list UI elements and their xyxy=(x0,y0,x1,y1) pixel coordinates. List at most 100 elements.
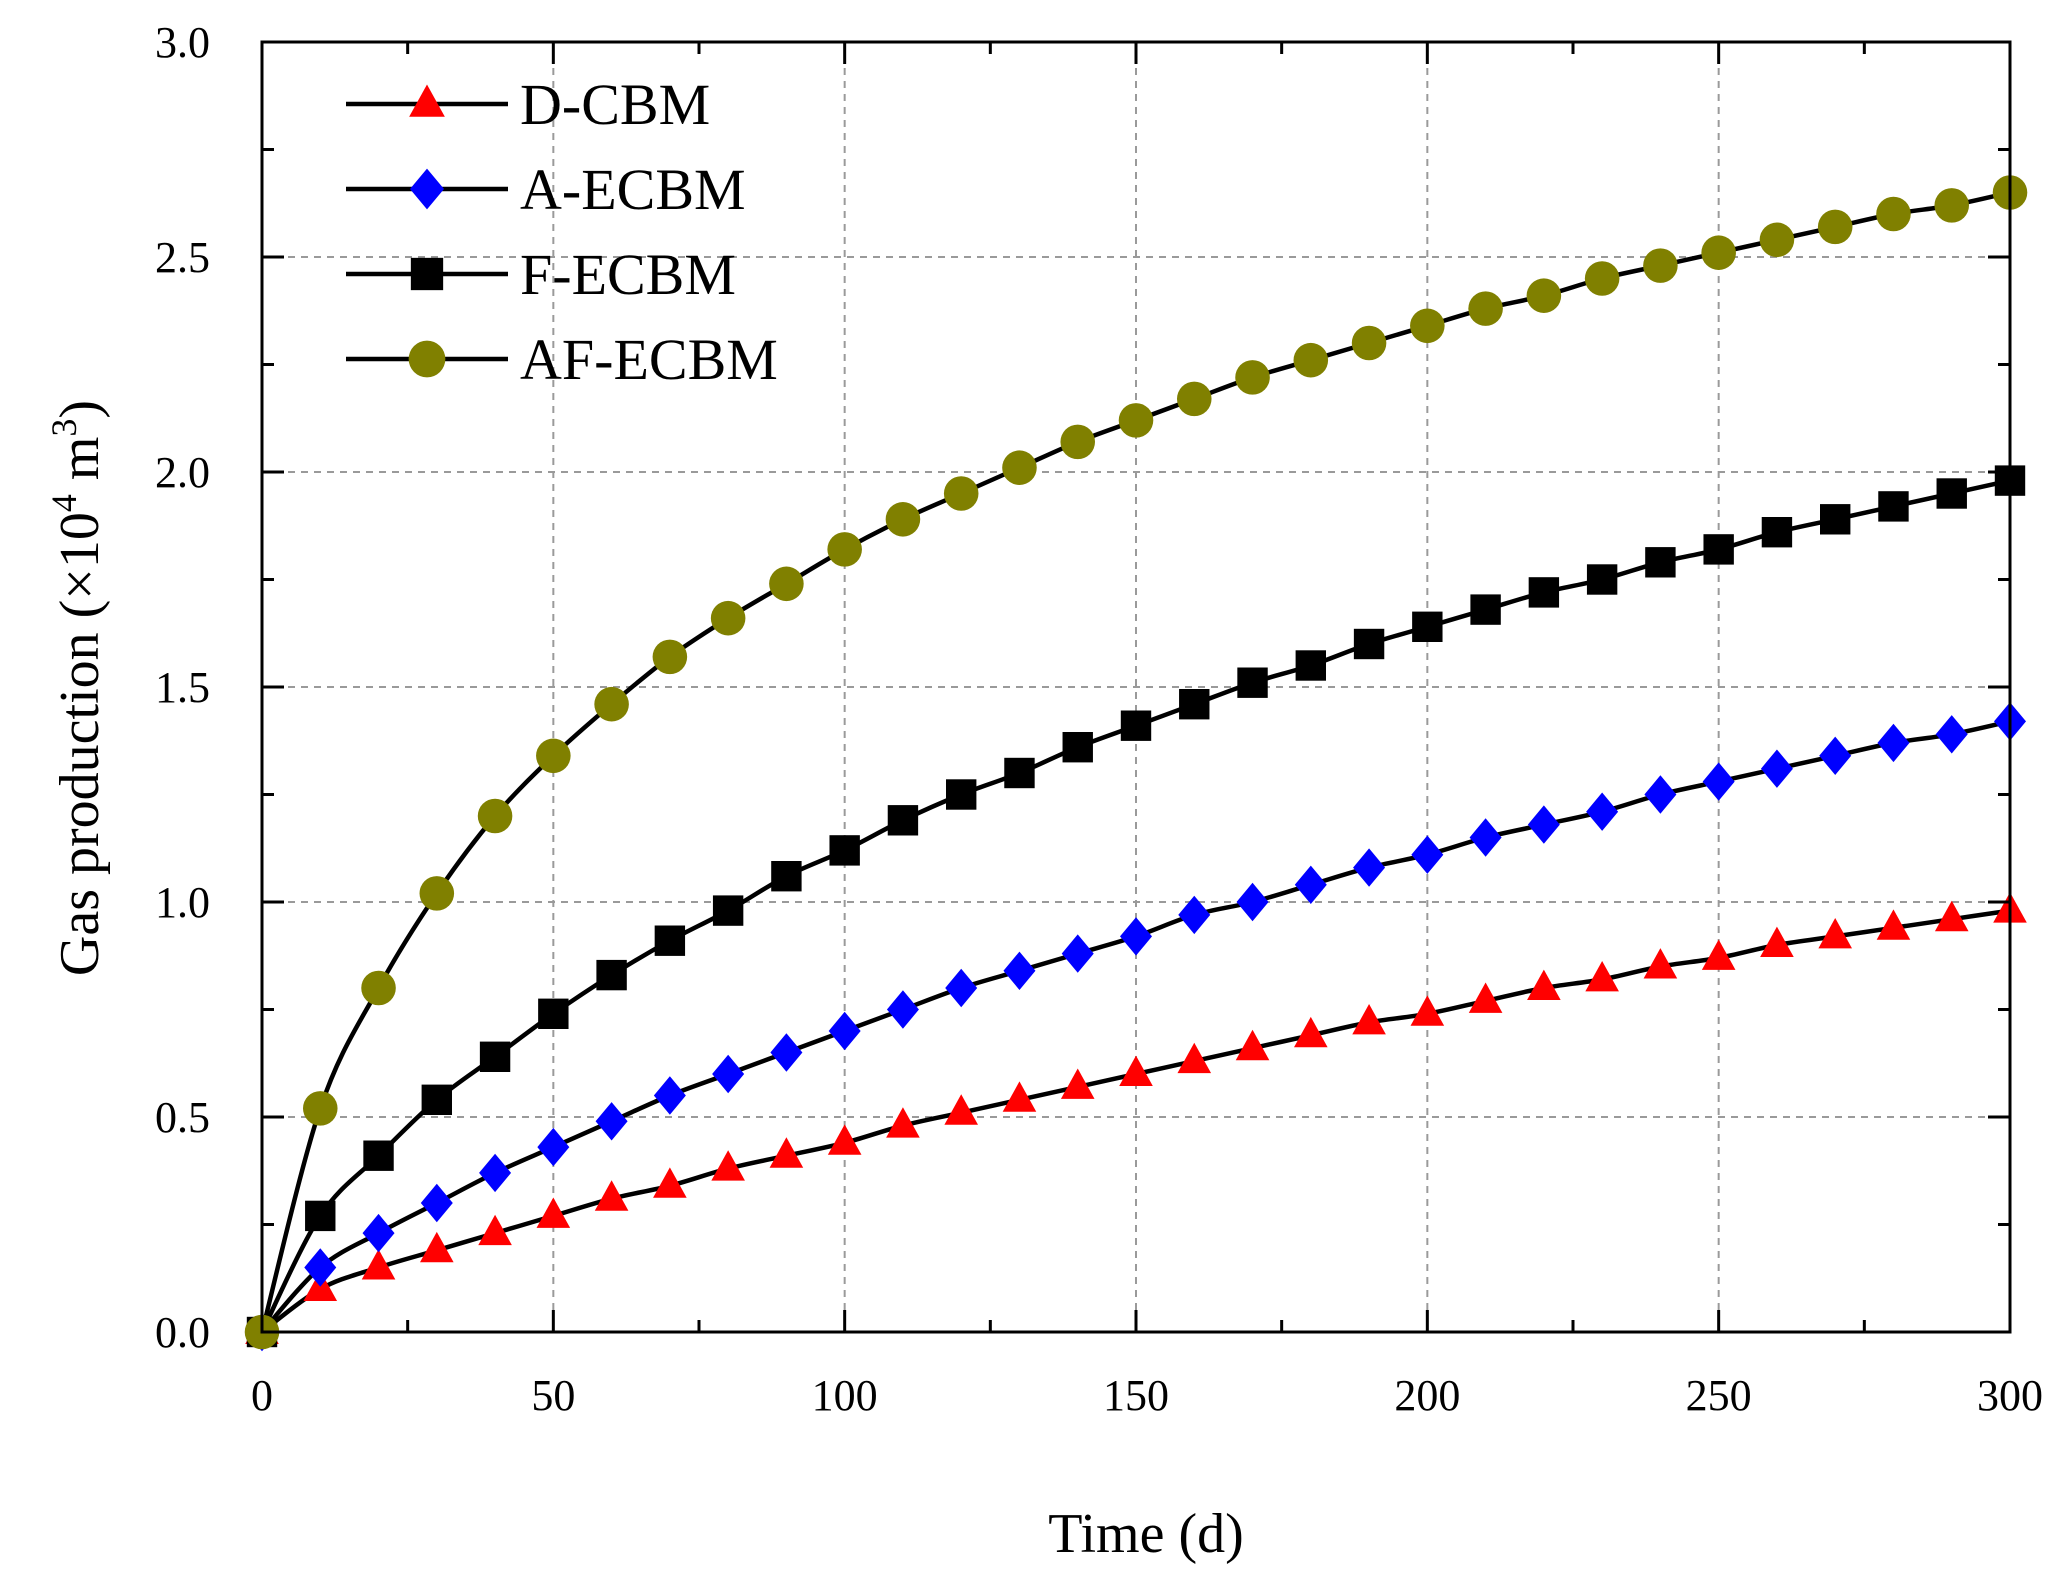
data-point-a-ecbm xyxy=(1411,835,1444,874)
data-point-f-ecbm xyxy=(1004,757,1035,789)
data-point-f-ecbm xyxy=(1586,564,1618,595)
data-point-af-ecbm xyxy=(652,639,688,675)
series-af-ecbm xyxy=(244,175,2028,1350)
legend-marker-a-ecbm xyxy=(410,168,444,210)
legend-item-d-cbm: D-CBM xyxy=(346,72,710,137)
grid-lines xyxy=(262,42,2010,1332)
data-point-d-cbm xyxy=(1119,1055,1153,1086)
y-tick-labels: 0.0 0.5 1.0 1.5 2.0 2.5 3.0 xyxy=(155,18,210,1357)
data-point-af-ecbm xyxy=(710,600,746,636)
data-point-a-ecbm xyxy=(1935,715,1968,754)
data-point-d-cbm xyxy=(1818,918,1852,949)
data-point-af-ecbm xyxy=(594,686,629,722)
data-point-a-ecbm xyxy=(479,1153,512,1193)
data-point-af-ecbm xyxy=(302,1091,338,1126)
data-point-d-cbm xyxy=(1294,1016,1328,1048)
data-point-af-ecbm xyxy=(1701,235,1736,270)
data-point-af-ecbm xyxy=(1584,261,1620,296)
data-point-a-ecbm xyxy=(304,1248,337,1287)
data-point-af-ecbm xyxy=(419,876,455,911)
data-point-d-cbm xyxy=(594,1180,629,1211)
data-point-af-ecbm xyxy=(1468,291,1503,326)
data-point-a-ecbm xyxy=(653,1076,686,1115)
data-point-f-ecbm xyxy=(712,895,744,926)
data-point-f-ecbm xyxy=(538,998,569,1029)
legend-item-f-ecbm: F-ECBM xyxy=(346,242,736,307)
data-point-a-ecbm xyxy=(1178,895,1211,935)
legend-marker-af-ecbm xyxy=(408,340,446,378)
data-point-af-ecbm xyxy=(1526,278,1562,313)
data-point-f-ecbm xyxy=(1703,534,1734,565)
data-point-d-cbm xyxy=(944,1094,978,1125)
data-point-af-ecbm xyxy=(361,970,396,1006)
y-axis-title-sup2: 3 xyxy=(44,419,84,437)
data-point-d-cbm xyxy=(769,1137,804,1168)
legend-item-a-ecbm: A-ECBM xyxy=(346,157,746,222)
data-point-af-ecbm xyxy=(536,738,571,774)
series-layer xyxy=(244,175,2028,1352)
data-point-a-ecbm xyxy=(595,1102,628,1141)
x-axis-title: Time (d) xyxy=(1048,1503,1244,1565)
data-point-d-cbm xyxy=(478,1214,512,1246)
data-point-a-ecbm xyxy=(1353,848,1386,887)
data-point-f-ecbm xyxy=(1120,710,1152,741)
data-point-a-ecbm xyxy=(1294,865,1327,904)
data-point-d-cbm xyxy=(1643,948,1678,979)
data-point-f-ecbm xyxy=(1878,491,1909,522)
data-point-a-ecbm xyxy=(828,1011,861,1051)
data-point-af-ecbm xyxy=(1002,450,1037,485)
data-point-f-ecbm xyxy=(1062,732,1093,763)
data-point-f-ecbm xyxy=(946,779,977,810)
y-tick-label: 2.5 xyxy=(155,233,210,282)
data-point-a-ecbm xyxy=(1877,723,1910,763)
data-point-f-ecbm xyxy=(887,805,919,836)
data-point-af-ecbm xyxy=(827,532,862,567)
data-point-d-cbm xyxy=(1002,1081,1037,1112)
y-axis-title: Gas production (×104 m3) xyxy=(44,400,111,976)
data-point-d-cbm xyxy=(1876,909,1911,940)
data-point-a-ecbm xyxy=(1760,749,1793,788)
data-point-d-cbm xyxy=(361,1249,396,1280)
legend: D-CBM A-ECBM F-ECBM AF-ECBM xyxy=(346,72,778,392)
x-tick-label: 300 xyxy=(1977,1371,2043,1420)
data-point-af-ecbm xyxy=(1410,308,1445,344)
data-point-f-ecbm xyxy=(1179,689,1210,720)
data-point-a-ecbm xyxy=(1702,762,1735,801)
data-point-f-ecbm xyxy=(771,861,802,892)
data-point-f-ecbm xyxy=(1353,628,1385,660)
data-point-a-ecbm xyxy=(1061,934,1094,973)
data-point-d-cbm xyxy=(1235,1029,1270,1061)
data-point-af-ecbm xyxy=(943,476,979,511)
data-point-af-ecbm xyxy=(1934,188,1970,223)
data-point-d-cbm xyxy=(1934,900,1969,932)
data-point-f-ecbm xyxy=(1528,577,1560,608)
data-point-af-ecbm xyxy=(1235,360,1270,395)
data-point-a-ecbm xyxy=(712,1054,745,1094)
data-point-f-ecbm xyxy=(1645,547,1676,578)
x-tick-label: 200 xyxy=(1394,1371,1460,1420)
data-point-f-ecbm xyxy=(829,835,860,866)
data-point-f-ecbm xyxy=(421,1084,452,1115)
data-point-d-cbm xyxy=(827,1124,862,1155)
y-tick-label: 1.0 xyxy=(155,878,210,927)
data-point-a-ecbm xyxy=(537,1127,570,1167)
data-point-f-ecbm xyxy=(596,959,627,991)
y-axis-title-suffix: ) xyxy=(49,400,111,419)
data-point-d-cbm xyxy=(1527,969,1561,1000)
axis-ticks xyxy=(260,40,2012,1334)
data-point-af-ecbm xyxy=(477,798,513,834)
data-point-d-cbm xyxy=(1701,939,1736,970)
data-point-f-ecbm xyxy=(363,1140,394,1171)
y-tick-label: 0.5 xyxy=(155,1093,210,1142)
legend-label-a-ecbm: A-ECBM xyxy=(520,157,746,222)
legend-label-d-cbm: D-CBM xyxy=(520,72,710,137)
data-point-af-ecbm xyxy=(885,502,921,537)
data-point-d-cbm xyxy=(653,1167,687,1198)
data-point-d-cbm xyxy=(1410,995,1445,1026)
data-point-f-ecbm xyxy=(1237,667,1268,698)
data-point-f-ecbm xyxy=(305,1200,336,1232)
data-point-af-ecbm xyxy=(1759,222,1795,258)
x-tick-labels: 0 50 100 150 200 250 300 xyxy=(251,1371,2043,1420)
y-axis-title-prefix: Gas production (×10 xyxy=(49,512,111,976)
